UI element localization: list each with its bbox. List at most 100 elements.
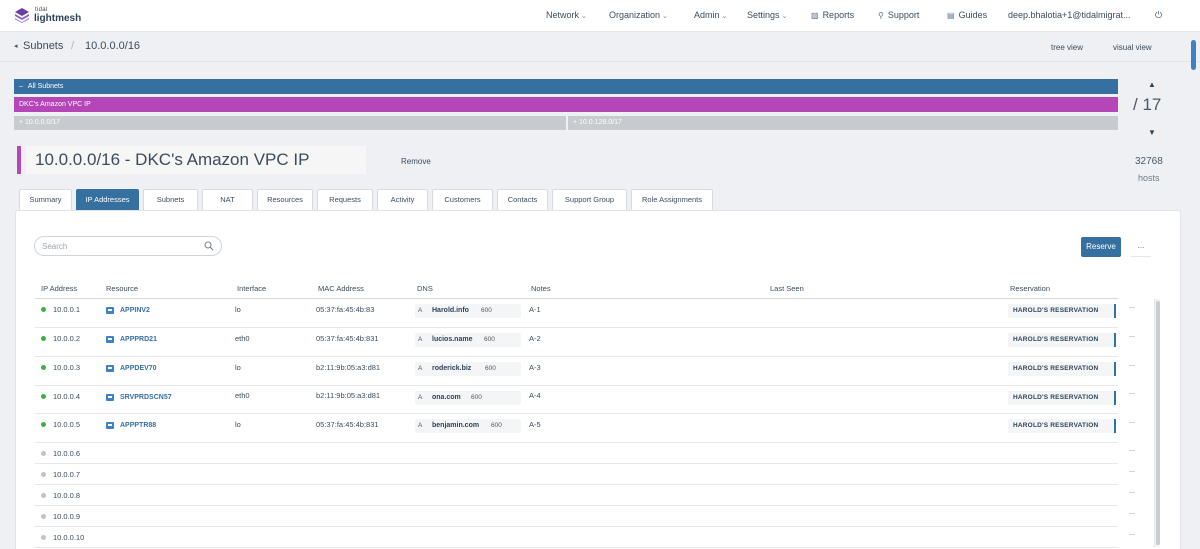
dns-record[interactable]: A Harold.info 600 xyxy=(415,304,521,318)
table-row[interactable]: 10.0.0.2 APPPRD21 eth0 05:37:fa:45:4b:83… xyxy=(35,328,1135,357)
notes-cell: A-5 xyxy=(529,420,541,429)
reserve-button[interactable]: Reserve xyxy=(1081,237,1121,257)
dns-record[interactable]: A lucios.name 600 xyxy=(415,333,521,347)
up-arrow-icon[interactable]: ▲ xyxy=(1148,80,1156,89)
table-row[interactable]: 10.0.0.7 ... xyxy=(35,464,1135,485)
nav-admin-menu[interactable]: Admin ⌄ xyxy=(694,10,727,20)
nav-label: Support xyxy=(887,10,920,20)
reservation-badge[interactable]: HAROLD'S RESERVATION xyxy=(1008,333,1116,347)
column-header-ip[interactable]: IP Address xyxy=(41,284,78,293)
table-row[interactable]: 10.0.0.4 SRVPRDSCN57 eth0 b2:11:9b:05:a3… xyxy=(35,386,1135,414)
remove-link[interactable]: Remove xyxy=(401,157,431,166)
dns-record[interactable]: A ona.com 600 xyxy=(415,391,521,405)
user-menu[interactable]: deep.bhalotia+1@tidalmigrat... xyxy=(1008,10,1131,20)
row-more-button[interactable]: ... xyxy=(1129,467,1135,474)
dns-ttl: 600 xyxy=(471,394,482,401)
column-header-interface[interactable]: Interface xyxy=(237,284,267,293)
collapse-icon: – xyxy=(19,83,23,90)
reservation-badge[interactable]: HAROLD'S RESERVATION xyxy=(1008,391,1116,405)
nav-label: Reports xyxy=(822,10,855,20)
tab-requests[interactable]: Requests xyxy=(317,189,373,210)
row-more-button[interactable]: ... xyxy=(1129,418,1135,425)
row-more-button[interactable]: ... xyxy=(1129,488,1135,495)
breadcrumb: ◂ Subnets / 10.0.0.0/16 tree view visual… xyxy=(0,32,1200,62)
nav-organization-menu[interactable]: Organization ⌄ xyxy=(609,10,668,20)
table-row[interactable]: 10.0.0.9 ... xyxy=(35,506,1135,527)
nav-network-menu[interactable]: Network ⌄ xyxy=(546,10,587,20)
column-header-reservation[interactable]: Reservation xyxy=(1010,284,1051,293)
child-subnet-bar[interactable]: + 10.0.0.0/17 xyxy=(14,116,566,130)
nav-support-link[interactable]: ⚲ Support xyxy=(878,10,919,20)
tab-support-group[interactable]: Support Group xyxy=(552,189,627,210)
table-scrollbar-thumb[interactable] xyxy=(1156,301,1160,545)
tab-subnets[interactable]: Subnets xyxy=(143,189,198,210)
status-dot-active xyxy=(41,365,46,370)
tab-role-assignments[interactable]: Role Assignments xyxy=(631,189,713,210)
table-row[interactable]: 10.0.0.1 APPINV2 lo 05:37:fa:45:4b:83 A … xyxy=(35,299,1135,328)
column-header-resource[interactable]: Resource xyxy=(106,284,139,293)
table-row[interactable]: 10.0.0.8 ... xyxy=(35,485,1135,506)
visual-view-link[interactable]: visual view xyxy=(1113,43,1152,52)
resource-link[interactable]: APPDEV70 xyxy=(120,365,157,372)
row-more-button[interactable]: ... xyxy=(1129,509,1135,516)
more-options-button[interactable]: ... xyxy=(1131,237,1151,257)
column-header-dns[interactable]: DNS xyxy=(417,284,433,293)
row-more-button[interactable]: ... xyxy=(1129,303,1135,310)
search-box xyxy=(34,236,222,256)
table-row[interactable]: 10.0.0.10 ... xyxy=(35,527,1135,548)
power-icon[interactable]: ⏻ xyxy=(1155,10,1163,20)
nav-label: Settings xyxy=(747,10,780,20)
vpc-subnet-bar[interactable]: DKC's Amazon VPC IP xyxy=(14,97,1118,112)
back-arrow-icon[interactable]: ◂ xyxy=(14,43,18,50)
breadcrumb-subnets-link[interactable]: Subnets xyxy=(23,40,64,52)
search-icon[interactable] xyxy=(204,241,214,251)
tab-activity[interactable]: Activity xyxy=(377,189,428,210)
resource-link[interactable]: APPPTR88 xyxy=(120,422,157,429)
breadcrumb-separator: / xyxy=(71,40,75,52)
notes-cell: A-2 xyxy=(529,334,541,343)
column-header-notes[interactable]: Notes xyxy=(531,284,551,293)
interface-cell: lo xyxy=(235,420,241,429)
dns-record[interactable]: A roderick.biz 600 xyxy=(415,362,521,376)
row-more-button[interactable]: ... xyxy=(1129,361,1135,368)
column-header-last-seen[interactable]: Last Seen xyxy=(770,284,804,293)
row-more-button[interactable]: ... xyxy=(1129,446,1135,453)
tab-ip-addresses[interactable]: IP Addresses xyxy=(76,189,139,210)
resource-link[interactable]: APPINV2 xyxy=(120,307,150,314)
table-row[interactable]: 10.0.0.3 APPDEV70 lo b2:11:9b:05:a3:d81 … xyxy=(35,357,1135,386)
child-subnet-bar[interactable]: + 10.0.128.0/17 xyxy=(568,116,1118,130)
tab-customers[interactable]: Customers xyxy=(432,189,493,210)
app-logo[interactable]: tidal lightmesh xyxy=(14,6,84,26)
dns-type: A xyxy=(418,307,423,314)
mac-cell: b2:11:9b:05:a3:d81 xyxy=(316,391,381,400)
all-subnets-bar[interactable]: – All Subnets xyxy=(14,79,1118,94)
tab-contacts[interactable]: Contacts xyxy=(497,189,548,210)
nav-guides-link[interactable]: ▤ Guides xyxy=(947,10,987,20)
page-scrollbar[interactable] xyxy=(1191,40,1196,70)
nav-reports-link[interactable]: ▧ Reports xyxy=(811,10,854,20)
tab-resources[interactable]: Resources xyxy=(257,189,313,210)
ip-cell: 10.0.0.2 xyxy=(53,334,81,343)
resource-link[interactable]: APPPRD21 xyxy=(120,336,157,343)
search-input[interactable] xyxy=(42,240,192,253)
table-row[interactable]: 10.0.0.5 APPPTR88 lo 05:37:fa:45:4b:831 … xyxy=(35,414,1135,443)
reservation-badge[interactable]: HAROLD'S RESERVATION xyxy=(1008,419,1116,433)
row-more-button[interactable]: ... xyxy=(1129,332,1135,339)
nav-label: Guides xyxy=(958,10,988,20)
column-header-mac[interactable]: MAC Address xyxy=(318,284,364,293)
table-row[interactable]: 10.0.0.6 ... xyxy=(35,443,1135,464)
tab-nat[interactable]: NAT xyxy=(202,189,253,210)
mac-cell: 05:37:fa:45:4b:831 xyxy=(316,420,379,429)
table-scrollbar[interactable] xyxy=(1154,299,1160,547)
nav-settings-menu[interactable]: Settings ⌄ xyxy=(747,10,787,20)
resource-link[interactable]: SRVPRDSCN57 xyxy=(120,394,172,401)
bar-chart-icon: ▧ xyxy=(811,11,819,20)
down-arrow-icon[interactable]: ▼ xyxy=(1148,128,1156,137)
reservation-badge[interactable]: HAROLD'S RESERVATION xyxy=(1008,304,1116,318)
reservation-badge[interactable]: HAROLD'S RESERVATION xyxy=(1008,362,1116,376)
row-more-button[interactable]: ... xyxy=(1129,530,1135,537)
dns-record[interactable]: A benjamin.com 600 xyxy=(415,419,521,433)
row-more-button[interactable]: ... xyxy=(1129,389,1135,396)
tab-summary[interactable]: Summary xyxy=(19,189,72,210)
tree-view-link[interactable]: tree view xyxy=(1051,43,1084,52)
